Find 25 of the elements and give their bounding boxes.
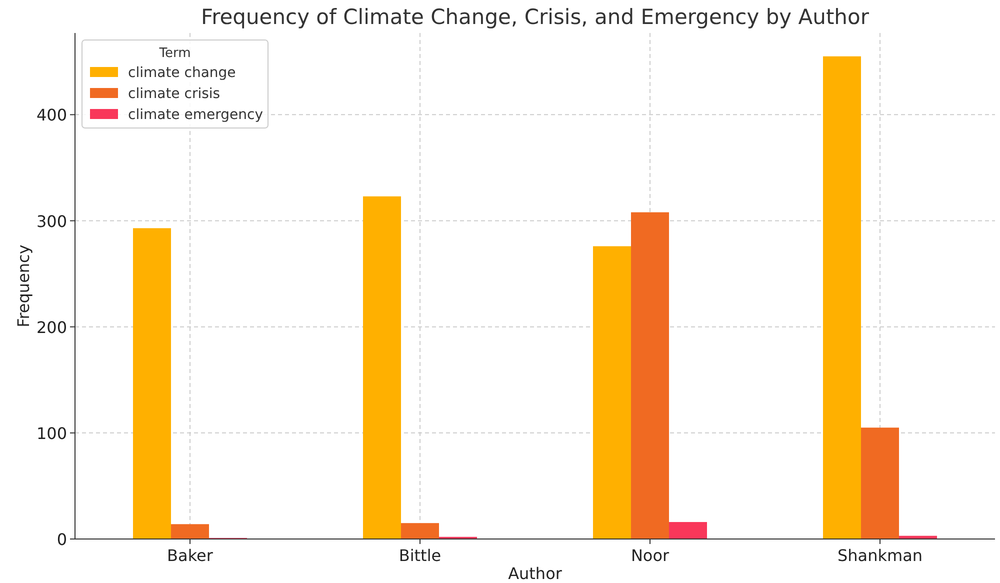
x-tick-label: Shankman [837,546,923,565]
x-tick-label: Bittle [398,546,442,565]
y-tick-label: 200 [36,318,67,337]
legend-label: climate crisis [128,86,220,102]
bar [823,56,861,539]
chart-title: Frequency of Climate Change, Crisis, and Emergency by Author [201,5,870,29]
x-tick-label: Baker [167,546,214,565]
y-axis-title: Frequency [14,244,33,328]
y-tick-label: 0 [56,530,67,549]
x-tick-label: Noor [630,546,670,565]
y-tick-label: 100 [36,424,67,443]
bar [861,428,899,539]
legend-label: climate change [128,65,236,81]
bar [133,228,171,539]
y-tick-label: 400 [36,106,67,125]
y-tick-label: 300 [36,212,67,231]
x-axis-title: Author [508,564,562,583]
bar [631,212,669,539]
bar [363,196,401,539]
bar [593,246,631,539]
bar [171,524,209,539]
legend-label: climate emergency [128,107,263,123]
legend-title: Term [158,46,191,61]
bar [669,522,707,539]
bar [401,523,439,539]
